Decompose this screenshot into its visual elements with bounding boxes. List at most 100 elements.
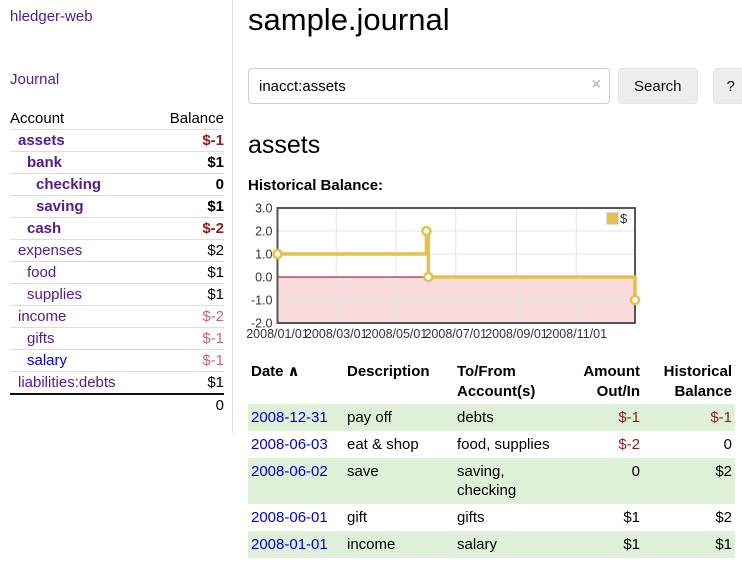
transaction-accounts: saving, checking bbox=[457, 463, 517, 499]
account-row: supplies $1 bbox=[10, 283, 224, 306]
register-table-body: 2008-12-31 pay off debts $-1 $-1 2008-06-03 ea… bbox=[248, 404, 735, 558]
accounts-table-body: assets $-1 bank $1 checking 0 saving $1 cash $-2 e… bbox=[10, 129, 224, 394]
y-tick-label: 0.0 bbox=[255, 271, 272, 285]
legend-swatch bbox=[606, 212, 619, 225]
header-line1: To/From bbox=[457, 363, 516, 380]
header-line1: Historical bbox=[663, 363, 732, 380]
account-link-expenses[interactable]: expenses bbox=[18, 242, 83, 259]
chart-wrap: 3.0 2.0 1.0 0.0 -1.0 -2.0 2008/01/01 2008/03/01… bbox=[246, 202, 742, 344]
clear-search-icon[interactable]: × bbox=[591, 76, 601, 93]
transaction-row: 2008-06-03 eat & shop food, supplies $-2 0 bbox=[248, 431, 735, 458]
sort-asc-icon: ∧ bbox=[287, 363, 300, 380]
account-link-cash[interactable]: cash bbox=[27, 220, 62, 237]
header-line2: Account(s) bbox=[457, 383, 536, 400]
register-header-historical: Historical Balance bbox=[643, 360, 735, 404]
account-link-gifts[interactable]: gifts bbox=[27, 330, 55, 347]
accounts-total-row: 0 bbox=[10, 393, 224, 416]
transaction-description: pay off bbox=[347, 409, 392, 426]
register-header-amount: Amount Out/In bbox=[568, 360, 643, 404]
register-header-to-from: To/From Account(s) bbox=[454, 360, 568, 404]
x-tick-label: 2008/01/01 bbox=[246, 327, 309, 341]
account-link-assets[interactable]: assets bbox=[18, 132, 65, 149]
account-row: assets $-1 bbox=[10, 129, 224, 152]
transaction-accounts: food, supplies bbox=[457, 436, 550, 453]
transaction-row: 2008-06-02 save saving, checking 0 $2 bbox=[248, 458, 735, 504]
transaction-description: gift bbox=[347, 509, 368, 526]
legend-label: $ bbox=[620, 211, 628, 226]
y-tick-label: -1.0 bbox=[251, 294, 273, 308]
search-button[interactable]: Search bbox=[618, 68, 698, 104]
transaction-description: income bbox=[347, 536, 396, 553]
account-row: saving $1 bbox=[10, 195, 224, 218]
help-button[interactable]: ? bbox=[712, 68, 742, 104]
account-balance: $1 bbox=[151, 283, 224, 306]
page-title: sample.journal bbox=[248, 2, 450, 37]
account-link-bank[interactable]: bank bbox=[27, 154, 63, 171]
transaction-row: 2008-01-01 income salary $1 $1 bbox=[248, 531, 735, 558]
account-row: food $1 bbox=[10, 261, 224, 284]
account-balance: $1 bbox=[151, 261, 224, 284]
account-balance: 0 bbox=[151, 173, 224, 196]
x-tick-label: 2008/03/01 bbox=[305, 327, 368, 341]
account-row: liabilities:debts $1 bbox=[10, 371, 224, 394]
account-link-checking[interactable]: checking bbox=[36, 176, 102, 193]
search-box: × bbox=[248, 68, 610, 104]
transaction-amount: 0 bbox=[631, 463, 640, 480]
transaction-row: 2008-12-31 pay off debts $-1 $-1 bbox=[248, 404, 735, 431]
account-row: checking 0 bbox=[10, 173, 224, 196]
account-row: income $-2 bbox=[10, 305, 224, 328]
accounts-total-balance: 0 bbox=[151, 393, 224, 416]
account-balance: $1 bbox=[151, 195, 224, 218]
transaction-balance: 0 bbox=[723, 436, 732, 453]
y-tick-label: -2.0 bbox=[251, 317, 273, 331]
chart-title: Historical Balance: bbox=[248, 177, 384, 194]
data-point-marker bbox=[421, 225, 432, 237]
register-header-description: Description bbox=[344, 360, 454, 404]
register-header-date[interactable]: Date ∧ bbox=[248, 360, 344, 404]
transaction-accounts: gifts bbox=[457, 509, 485, 526]
account-balance: $2 bbox=[151, 239, 224, 262]
transaction-date-link[interactable]: 2008-06-03 bbox=[251, 436, 328, 453]
register-header: Date ∧ Description To/From Account(s) Amount O… bbox=[248, 360, 735, 404]
x-tick-label: 2008/11/01 bbox=[545, 327, 607, 341]
transaction-date-link[interactable]: 2008-06-01 bbox=[251, 509, 328, 526]
account-link-supplies[interactable]: supplies bbox=[27, 286, 83, 303]
transaction-date-link[interactable]: 2008-01-01 bbox=[251, 536, 328, 553]
transaction-row: 2008-06-01 gift gifts $1 $2 bbox=[248, 504, 735, 531]
accounts-header-account: Account bbox=[10, 110, 65, 127]
account-row: gifts $-1 bbox=[10, 327, 224, 350]
transaction-date-link[interactable]: 2008-12-31 bbox=[251, 409, 328, 426]
account-balance: $-2 bbox=[151, 217, 224, 240]
transaction-description: save bbox=[347, 463, 379, 480]
transaction-date-link[interactable]: 2008-06-02 bbox=[251, 463, 328, 480]
header-line1: Date ∧ bbox=[251, 363, 300, 380]
account-link-income[interactable]: income bbox=[18, 308, 67, 325]
x-tick-label: 2008/09/01 bbox=[485, 327, 548, 341]
account-link-liabilities-debts[interactable]: liabilities:debts bbox=[18, 374, 116, 391]
transaction-balance: $2 bbox=[715, 509, 732, 526]
sidebar-nav: Journal bbox=[10, 71, 224, 88]
header-line1: Amount bbox=[583, 363, 640, 380]
account-balance: $1 bbox=[151, 371, 224, 394]
transaction-accounts: debts bbox=[457, 409, 494, 426]
main-content: sample.journal × Search ? assets Histori… bbox=[233, 0, 742, 558]
account-link-salary[interactable]: salary bbox=[27, 352, 68, 369]
header-line2: Out/In bbox=[596, 383, 640, 400]
search-input[interactable] bbox=[248, 68, 610, 104]
account-link-saving[interactable]: saving bbox=[36, 198, 84, 215]
historical-balance-chart: 3.0 2.0 1.0 0.0 -1.0 -2.02008/01/012008/03/01… bbox=[246, 202, 641, 341]
y-tick-label: 3.0 bbox=[255, 202, 272, 216]
nav-journal-link[interactable]: Journal bbox=[10, 71, 60, 88]
y-tick-label: 1.0 bbox=[255, 248, 272, 262]
account-balance: $1 bbox=[151, 151, 224, 174]
y-tick-label: 2.0 bbox=[255, 225, 272, 239]
transaction-amount: $-1 bbox=[618, 409, 640, 426]
data-point-marker bbox=[629, 294, 641, 306]
transaction-balance: $1 bbox=[715, 536, 732, 553]
app: hledger-web Journal Account Balance asse… bbox=[10, 0, 742, 558]
account-row: salary $-1 bbox=[10, 349, 224, 372]
data-point-marker bbox=[272, 248, 283, 260]
brand-link[interactable]: hledger-web bbox=[10, 8, 93, 25]
account-link-food[interactable]: food bbox=[27, 264, 57, 281]
register-table: Date ∧ Description To/From Account(s) Amount O… bbox=[248, 360, 735, 558]
